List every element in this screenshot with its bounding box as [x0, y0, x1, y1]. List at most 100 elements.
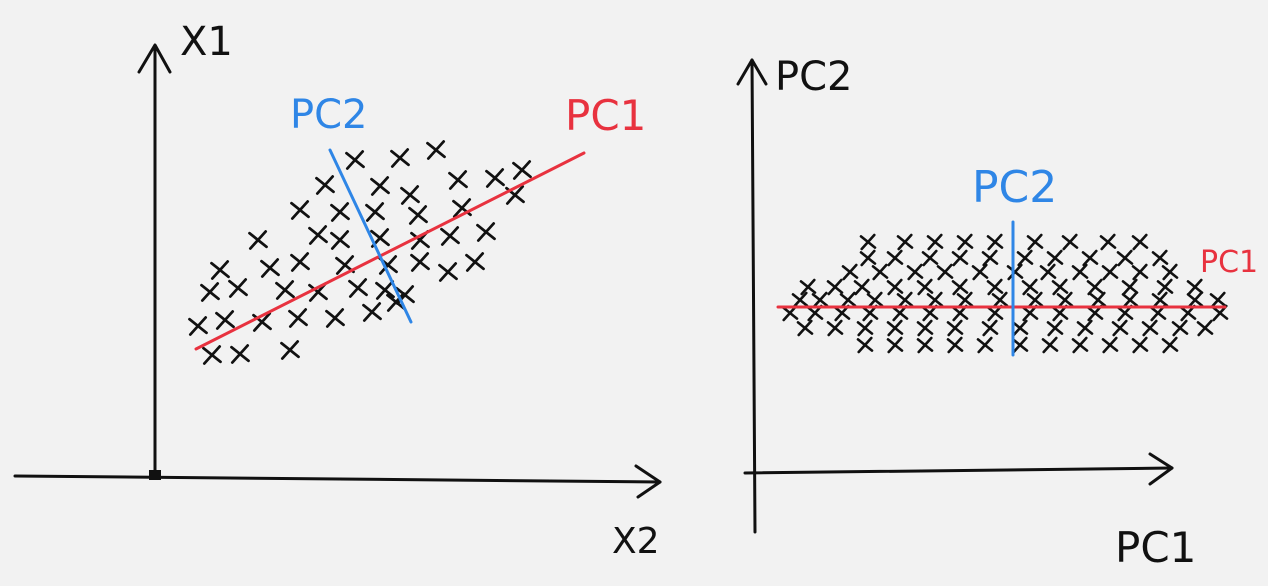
right-data-point: [956, 233, 974, 251]
left-data-point: [390, 148, 410, 168]
right-data-point: [1071, 336, 1089, 354]
right-data-point: [1131, 263, 1149, 281]
right-data-point: [926, 291, 944, 309]
right-data-point: [946, 319, 964, 337]
right-x-axis: [743, 466, 1174, 475]
left-origin-mark: [149, 470, 161, 480]
left-x-axis: [13, 474, 662, 484]
left-y-axis-label: X1: [180, 19, 233, 65]
right-data-point: [839, 291, 857, 309]
left-data-point: [330, 202, 350, 222]
left-x-axis-arrow: [634, 464, 662, 499]
right-data-point: [1026, 233, 1044, 251]
right-data-point: [976, 336, 994, 354]
left-pc2-label: PC2: [290, 92, 368, 138]
right-data-point: [986, 233, 1004, 251]
right-data-point: [986, 278, 1004, 296]
left-data-point: [476, 222, 496, 242]
left-data-point: [465, 252, 485, 272]
right-data-point: [1116, 249, 1134, 267]
right-data-point: [796, 319, 814, 337]
right-data-point: [1046, 249, 1064, 267]
right-data-point: [1021, 278, 1039, 296]
right-data-point: [971, 263, 989, 281]
right-data-point: [991, 291, 1009, 309]
right-data-point: [1016, 249, 1034, 267]
left-data-point: [202, 345, 222, 365]
left-data-point: [260, 258, 280, 278]
left-data-point: [210, 260, 230, 280]
right-data-point: [859, 249, 877, 267]
right-data-point: [856, 336, 874, 354]
left-data-point: [386, 292, 406, 312]
right-data-point: [886, 336, 904, 354]
right-data-point: [811, 291, 829, 309]
right-data-point: [1039, 263, 1057, 281]
right-data-point: [1209, 291, 1227, 309]
left-data-point: [408, 205, 428, 225]
left-data-point: [485, 168, 505, 188]
right-data-point: [1046, 319, 1064, 337]
right-data-point: [1141, 319, 1159, 337]
right-data-point: [1086, 278, 1104, 296]
left-data-point: [330, 230, 350, 250]
right-data-point: [896, 291, 914, 309]
left-scatter-points: [188, 140, 532, 365]
right-data-point: [841, 263, 859, 281]
right-data-point: [921, 249, 939, 267]
right-data-point: [926, 233, 944, 251]
left-pc1-label: PC1: [565, 91, 646, 140]
right-y-axis: [750, 58, 757, 534]
right-data-point: [981, 319, 999, 337]
left-data-point: [410, 252, 430, 272]
right-scatter-points: [781, 233, 1229, 354]
right-data-point: [1156, 278, 1174, 296]
left-data-point: [438, 262, 458, 282]
right-data-point: [1101, 336, 1119, 354]
right-data-point: [799, 278, 817, 296]
left-data-point: [188, 316, 208, 336]
right-data-point: [916, 319, 934, 337]
right-data-point: [1131, 336, 1149, 354]
left-data-point: [348, 278, 368, 298]
right-data-point: [896, 233, 914, 251]
right-data-point: [1026, 291, 1044, 309]
right-data-point: [1121, 278, 1139, 296]
left-data-point: [362, 302, 382, 322]
left-data-point: [230, 344, 250, 364]
right-data-point: [826, 319, 844, 337]
right-data-point: [981, 249, 999, 267]
right-data-point: [1081, 249, 1099, 267]
left-data-point: [370, 176, 390, 196]
right-panel: PC2 PC1 PC2 PC1: [736, 54, 1258, 572]
right-pc2-label: PC2: [972, 162, 1057, 213]
right-data-point: [1121, 291, 1139, 309]
left-panel: X1 X2 PC2 PC1: [13, 19, 662, 562]
left-data-point: [375, 280, 395, 300]
right-data-point: [866, 291, 884, 309]
left-data-point: [440, 226, 460, 246]
left-data-point: [215, 310, 235, 330]
right-data-point: [1171, 319, 1189, 337]
right-data-point: [856, 319, 874, 337]
right-data-point: [853, 278, 871, 296]
left-data-point: [290, 200, 310, 220]
right-data-point: [1151, 249, 1169, 267]
right-x-axis-arrow: [1148, 452, 1174, 486]
left-data-point: [290, 252, 310, 272]
right-data-point: [1099, 233, 1117, 251]
right-data-point: [951, 278, 969, 296]
left-data-point: [248, 230, 268, 250]
left-data-point: [365, 202, 385, 222]
right-data-point: [1076, 319, 1094, 337]
right-data-point: [1011, 319, 1029, 337]
left-y-axis-arrow: [137, 43, 172, 74]
left-data-point: [426, 140, 446, 160]
left-data-point: [288, 308, 308, 328]
right-data-point: [1161, 263, 1179, 281]
right-data-point: [1196, 319, 1214, 337]
right-data-point: [1006, 263, 1024, 281]
right-data-point: [956, 291, 974, 309]
right-data-point: [871, 263, 889, 281]
left-pc1-line: [194, 151, 586, 351]
